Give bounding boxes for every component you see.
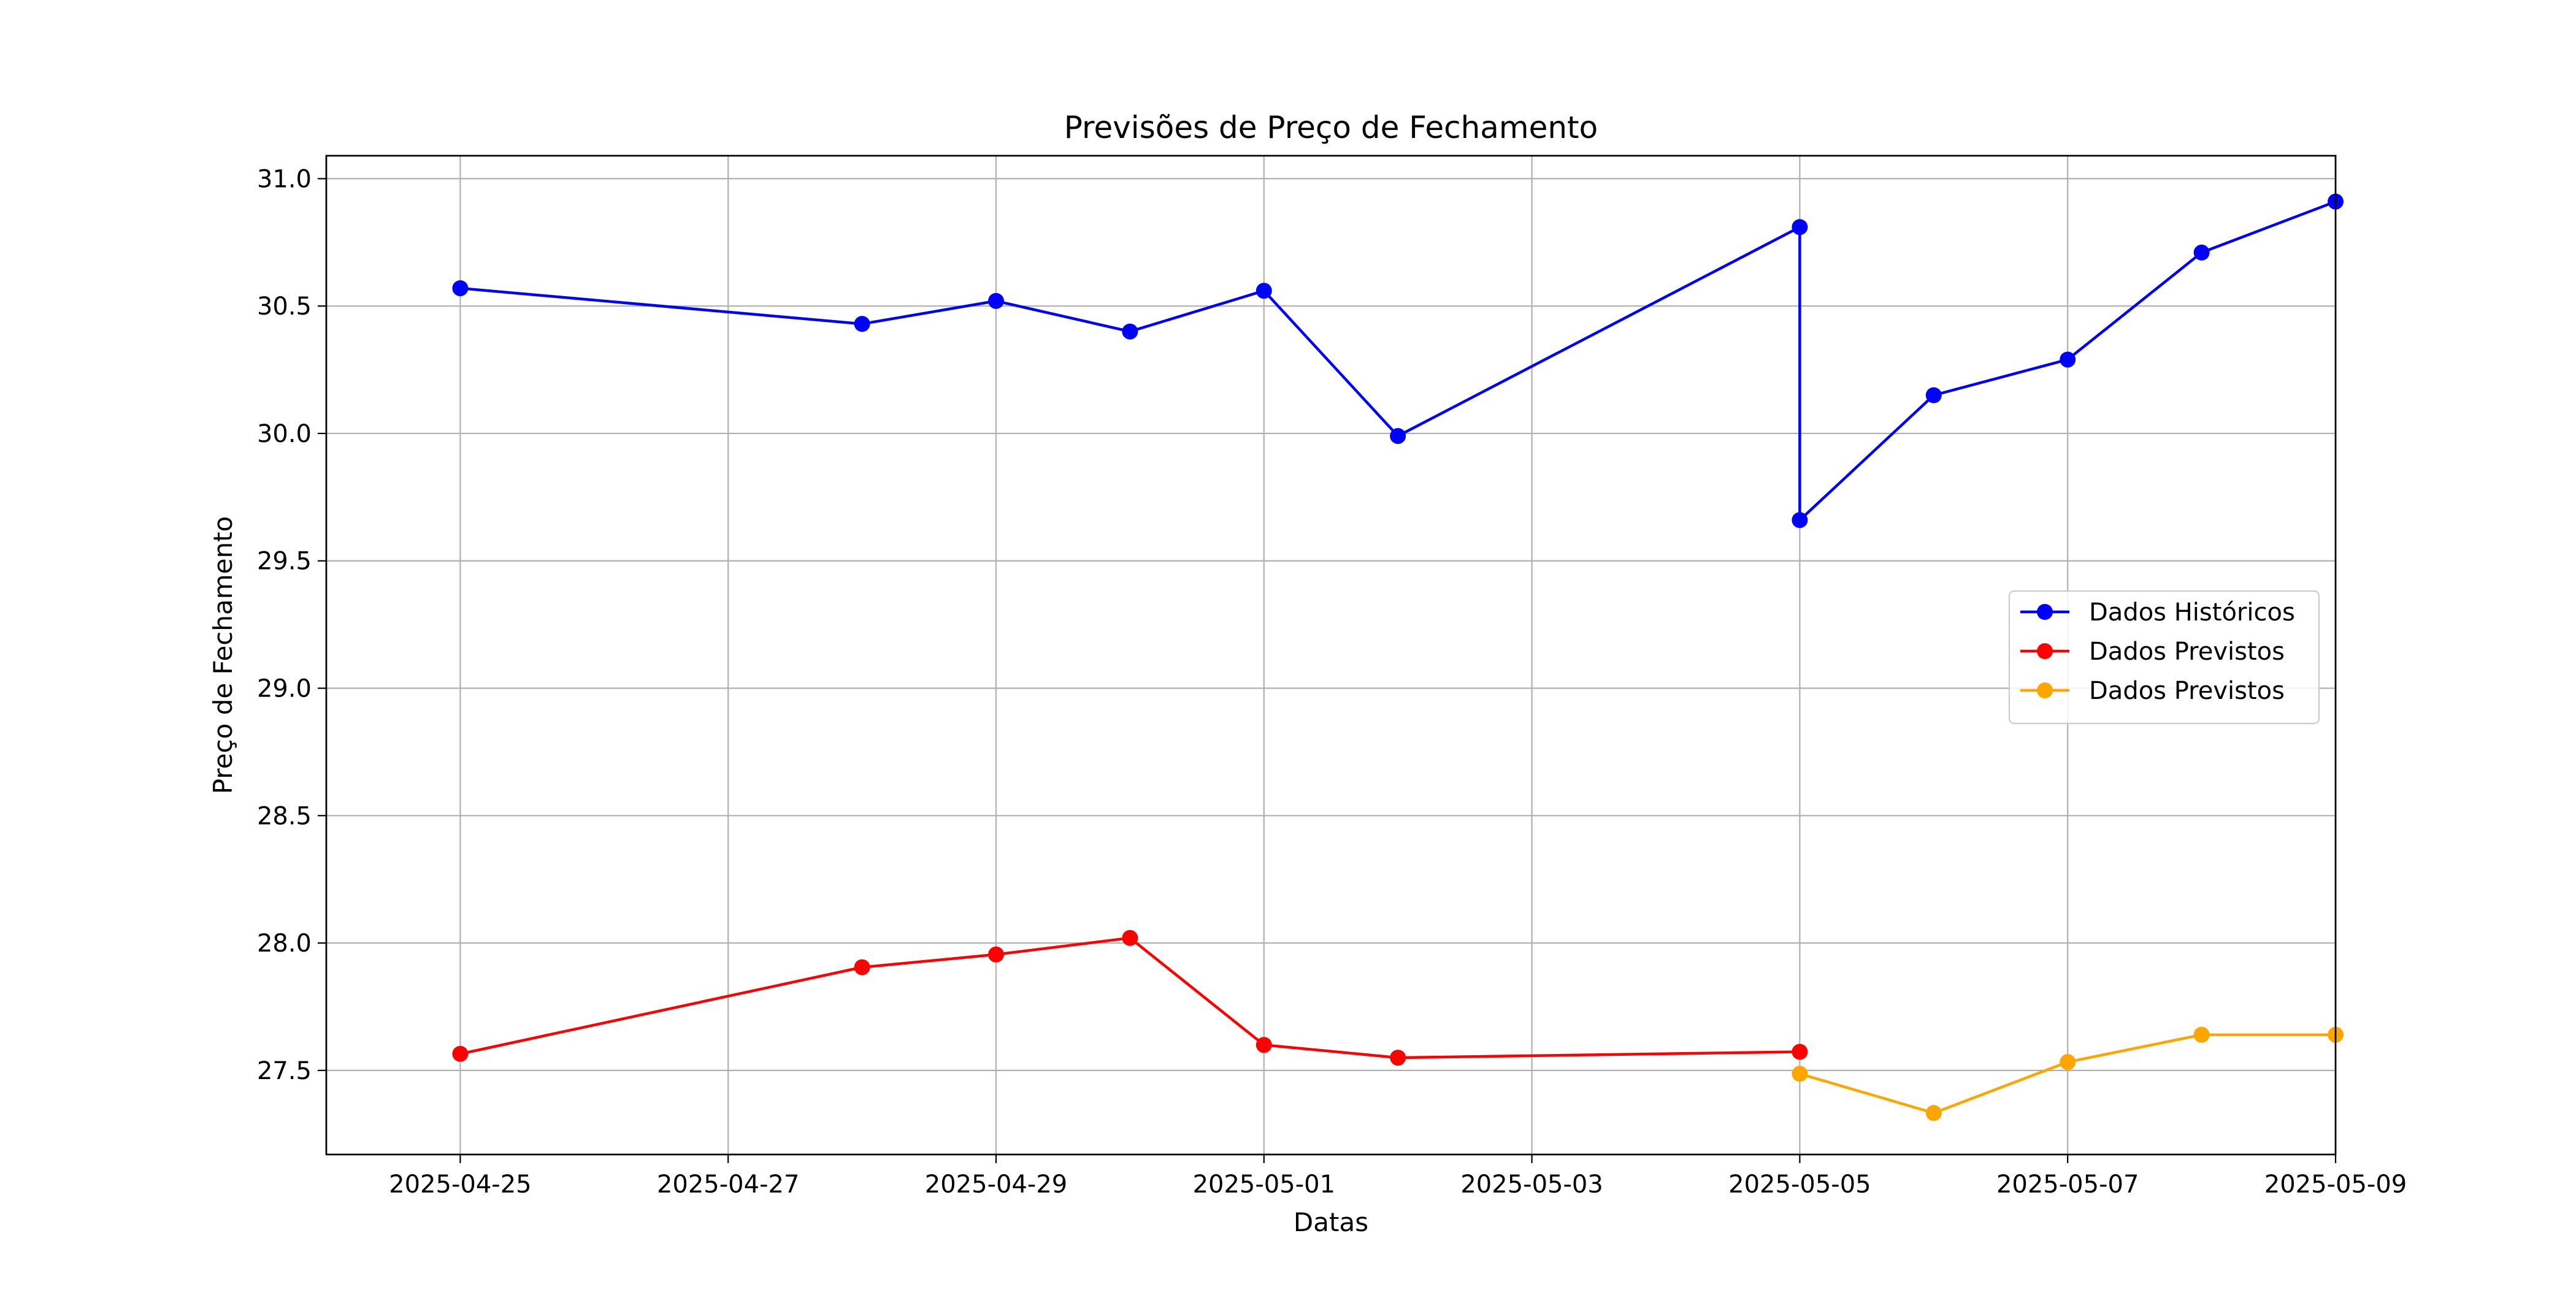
legend-item: Dados Previstos — [2020, 638, 2285, 666]
data-series — [452, 193, 2344, 1121]
data-point — [988, 946, 1004, 963]
x-tick-label: 2025-05-01 — [1193, 1170, 1335, 1199]
data-point — [1390, 1050, 1406, 1066]
data-point — [854, 959, 870, 975]
legend-marker — [2037, 682, 2053, 698]
axis-ticks: 2025-04-25 2025-04-27 2025-04-29 2025-05-01… — [257, 165, 2407, 1199]
series-1 — [452, 193, 2344, 529]
data-point — [1792, 1066, 1808, 1082]
data-point — [1390, 428, 1406, 445]
data-point — [1792, 1044, 1808, 1060]
legend-label: Dados Previstos — [2089, 677, 2285, 705]
legend-marker — [2037, 643, 2053, 659]
y-axis-label: Preço de Fechamento — [208, 516, 238, 794]
y-tick-label: 31.0 — [257, 165, 312, 193]
data-point — [1122, 929, 1138, 946]
data-point — [2060, 351, 2076, 368]
x-tick-label: 2025-04-27 — [657, 1170, 799, 1199]
data-point — [2193, 1026, 2210, 1043]
x-tick-label: 2025-05-09 — [2264, 1170, 2407, 1199]
legend-label: Dados Previstos — [2089, 638, 2285, 666]
y-tick-label: 29.5 — [257, 548, 312, 576]
legend: Dados Históricos Dados Previstos Dados Pre… — [2008, 590, 2320, 725]
data-point — [1925, 387, 1942, 403]
data-point — [1792, 512, 1808, 529]
data-point — [854, 316, 870, 332]
data-point — [1792, 219, 1808, 235]
y-tick-label: 30.5 — [257, 292, 312, 321]
y-tick-label: 29.0 — [257, 675, 312, 703]
legend-item: Dados Históricos — [2020, 598, 2295, 627]
legend-item: Dados Previstos — [2020, 677, 2285, 705]
data-point — [2060, 1054, 2076, 1071]
chart-title: Previsões de Preço de Fechamento — [1064, 110, 1598, 145]
x-tick-label: 2025-05-03 — [1460, 1170, 1603, 1199]
data-point — [2193, 244, 2210, 261]
y-tick-label: 28.5 — [257, 802, 312, 830]
data-point — [988, 292, 1004, 309]
data-point — [1122, 323, 1138, 340]
y-tick-label: 30.0 — [257, 420, 312, 448]
series-line — [460, 200, 2336, 522]
legend-box — [2008, 590, 2320, 725]
data-point — [452, 280, 469, 297]
x-tick-label: 2025-05-05 — [1728, 1170, 1871, 1199]
series-2 — [452, 929, 1808, 1066]
y-tick-label: 27.5 — [257, 1057, 312, 1085]
data-point — [1255, 1037, 1272, 1053]
y-tick-label: 28.0 — [257, 929, 312, 958]
legend-marker — [2037, 604, 2053, 620]
x-axis-label: Datas — [1294, 1207, 1368, 1237]
x-tick-label: 2025-04-29 — [925, 1170, 1067, 1199]
x-tick-label: 2025-05-07 — [1996, 1170, 2139, 1199]
data-point — [1255, 283, 1272, 299]
data-point — [1925, 1105, 1942, 1121]
x-tick-label: 2025-04-25 — [389, 1170, 531, 1199]
data-point — [452, 1045, 469, 1062]
legend-label: Dados Históricos — [2089, 598, 2295, 627]
plot-area-frame — [325, 155, 2337, 1156]
